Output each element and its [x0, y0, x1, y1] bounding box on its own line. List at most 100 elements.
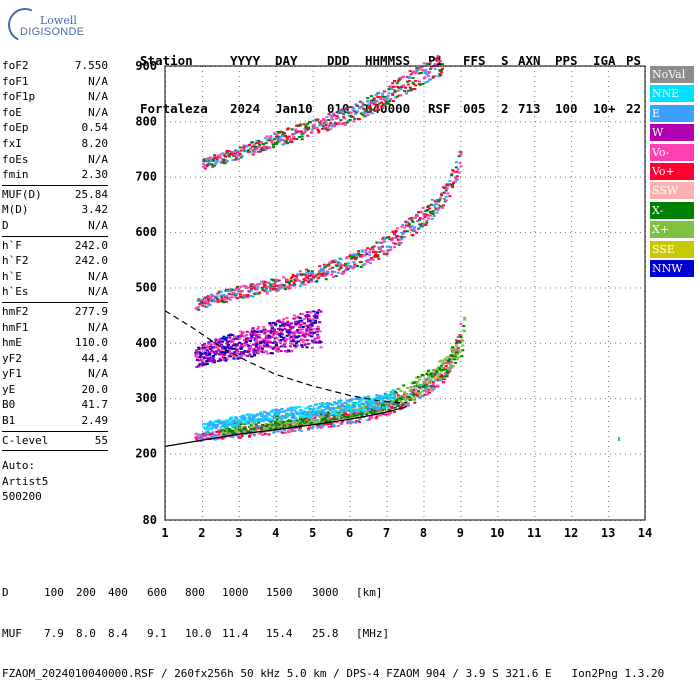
grid-dot	[585, 176, 586, 178]
echo-point	[252, 144, 256, 147]
grid-dot	[330, 453, 331, 455]
grid-dot	[275, 221, 277, 222]
grid-dot	[240, 453, 241, 455]
echo-point	[214, 300, 218, 303]
echo-point	[236, 149, 240, 152]
echo-point	[311, 119, 315, 122]
grid-dot	[386, 236, 388, 237]
grid-dot	[625, 398, 626, 400]
echo-point	[197, 436, 201, 439]
echo-point	[359, 403, 363, 406]
echo-point	[253, 150, 257, 153]
echo-point	[432, 204, 436, 207]
grid-dot	[608, 446, 610, 447]
grid-dot	[423, 161, 425, 162]
grid-dot	[545, 342, 546, 344]
grid-dot	[460, 231, 462, 232]
grid-dot	[571, 136, 573, 137]
echo-point	[197, 308, 201, 311]
echo-point	[207, 434, 211, 437]
param-label: B0	[2, 398, 16, 412]
echo-point	[348, 398, 352, 401]
echo-point	[453, 348, 456, 351]
grid-dot	[571, 166, 573, 167]
echo-point	[357, 118, 361, 121]
param-row: foF2 7.550	[2, 58, 108, 74]
grid-dot	[312, 376, 314, 377]
grid-dot	[275, 376, 277, 377]
grid-dot	[460, 156, 462, 157]
echo-point	[400, 236, 404, 239]
grid-dot	[215, 398, 216, 400]
echo-point	[260, 141, 264, 144]
echo-point	[210, 436, 214, 439]
echo-point	[204, 302, 208, 305]
echo-point	[222, 295, 226, 298]
echo-point	[263, 284, 267, 287]
grid-dot	[312, 211, 314, 212]
echo-point	[401, 403, 405, 406]
grid-dot	[201, 206, 203, 207]
echo-point	[246, 296, 250, 299]
grid-dot	[315, 287, 316, 289]
grid-dot	[312, 71, 314, 72]
grid-dot	[423, 401, 425, 402]
echo-point	[215, 295, 219, 298]
echo-point	[250, 284, 254, 287]
grid-dot	[275, 261, 277, 262]
echo-point	[297, 411, 301, 414]
grid-dot	[185, 176, 186, 178]
echo-point	[288, 286, 292, 289]
grid-dot	[460, 286, 462, 287]
echo-point	[379, 410, 383, 413]
grid-dot	[345, 398, 346, 400]
grid-dot	[423, 146, 425, 147]
grid-dot	[295, 176, 296, 178]
grid-dot	[275, 226, 277, 227]
echo-point	[452, 350, 456, 353]
grid-dot	[386, 336, 388, 337]
grid-dot	[534, 376, 536, 377]
echo-point	[412, 391, 416, 394]
grid-dot	[330, 232, 331, 234]
grid-dot	[571, 286, 573, 287]
echo-point	[323, 274, 327, 277]
scaled-parameters-panel: foF2 7.550 foF1 N/A foF1p N/A foE N/A foEp 0.54 fx…	[2, 58, 108, 505]
grid-dot	[470, 176, 471, 178]
grid-dot	[370, 232, 371, 234]
echo-point	[422, 212, 426, 215]
echo-point	[226, 431, 230, 434]
echo-point	[438, 360, 442, 363]
echo-point	[204, 432, 208, 435]
echo-point	[393, 398, 397, 401]
echo-point	[320, 119, 324, 122]
grid-dot	[360, 176, 361, 178]
grid-dot	[310, 342, 311, 344]
grid-dot	[238, 306, 240, 307]
grid-dot	[238, 151, 240, 152]
header-value-5: RSF	[428, 101, 451, 116]
echo-point	[356, 104, 360, 107]
echo-point	[208, 428, 212, 431]
echo-point	[229, 290, 233, 293]
grid-dot	[423, 496, 425, 497]
grid-dot	[180, 232, 181, 234]
grid-dot	[201, 251, 203, 252]
grid-dot	[460, 221, 462, 222]
grid-dot	[497, 396, 499, 397]
echo-point	[378, 413, 382, 416]
grid-dot	[608, 171, 610, 172]
echo-point	[277, 279, 281, 282]
echo-point	[257, 145, 261, 148]
grid-dot	[423, 101, 425, 102]
grid-dot	[201, 71, 203, 72]
grid-dot	[349, 156, 351, 157]
grid-dot	[635, 176, 636, 178]
echo-point	[390, 239, 394, 242]
echo-point	[409, 388, 413, 391]
grid-dot	[550, 232, 551, 234]
grid-dot	[608, 276, 610, 277]
grid-dot	[497, 386, 499, 387]
echo-point	[436, 367, 440, 370]
echo-point	[281, 421, 285, 424]
